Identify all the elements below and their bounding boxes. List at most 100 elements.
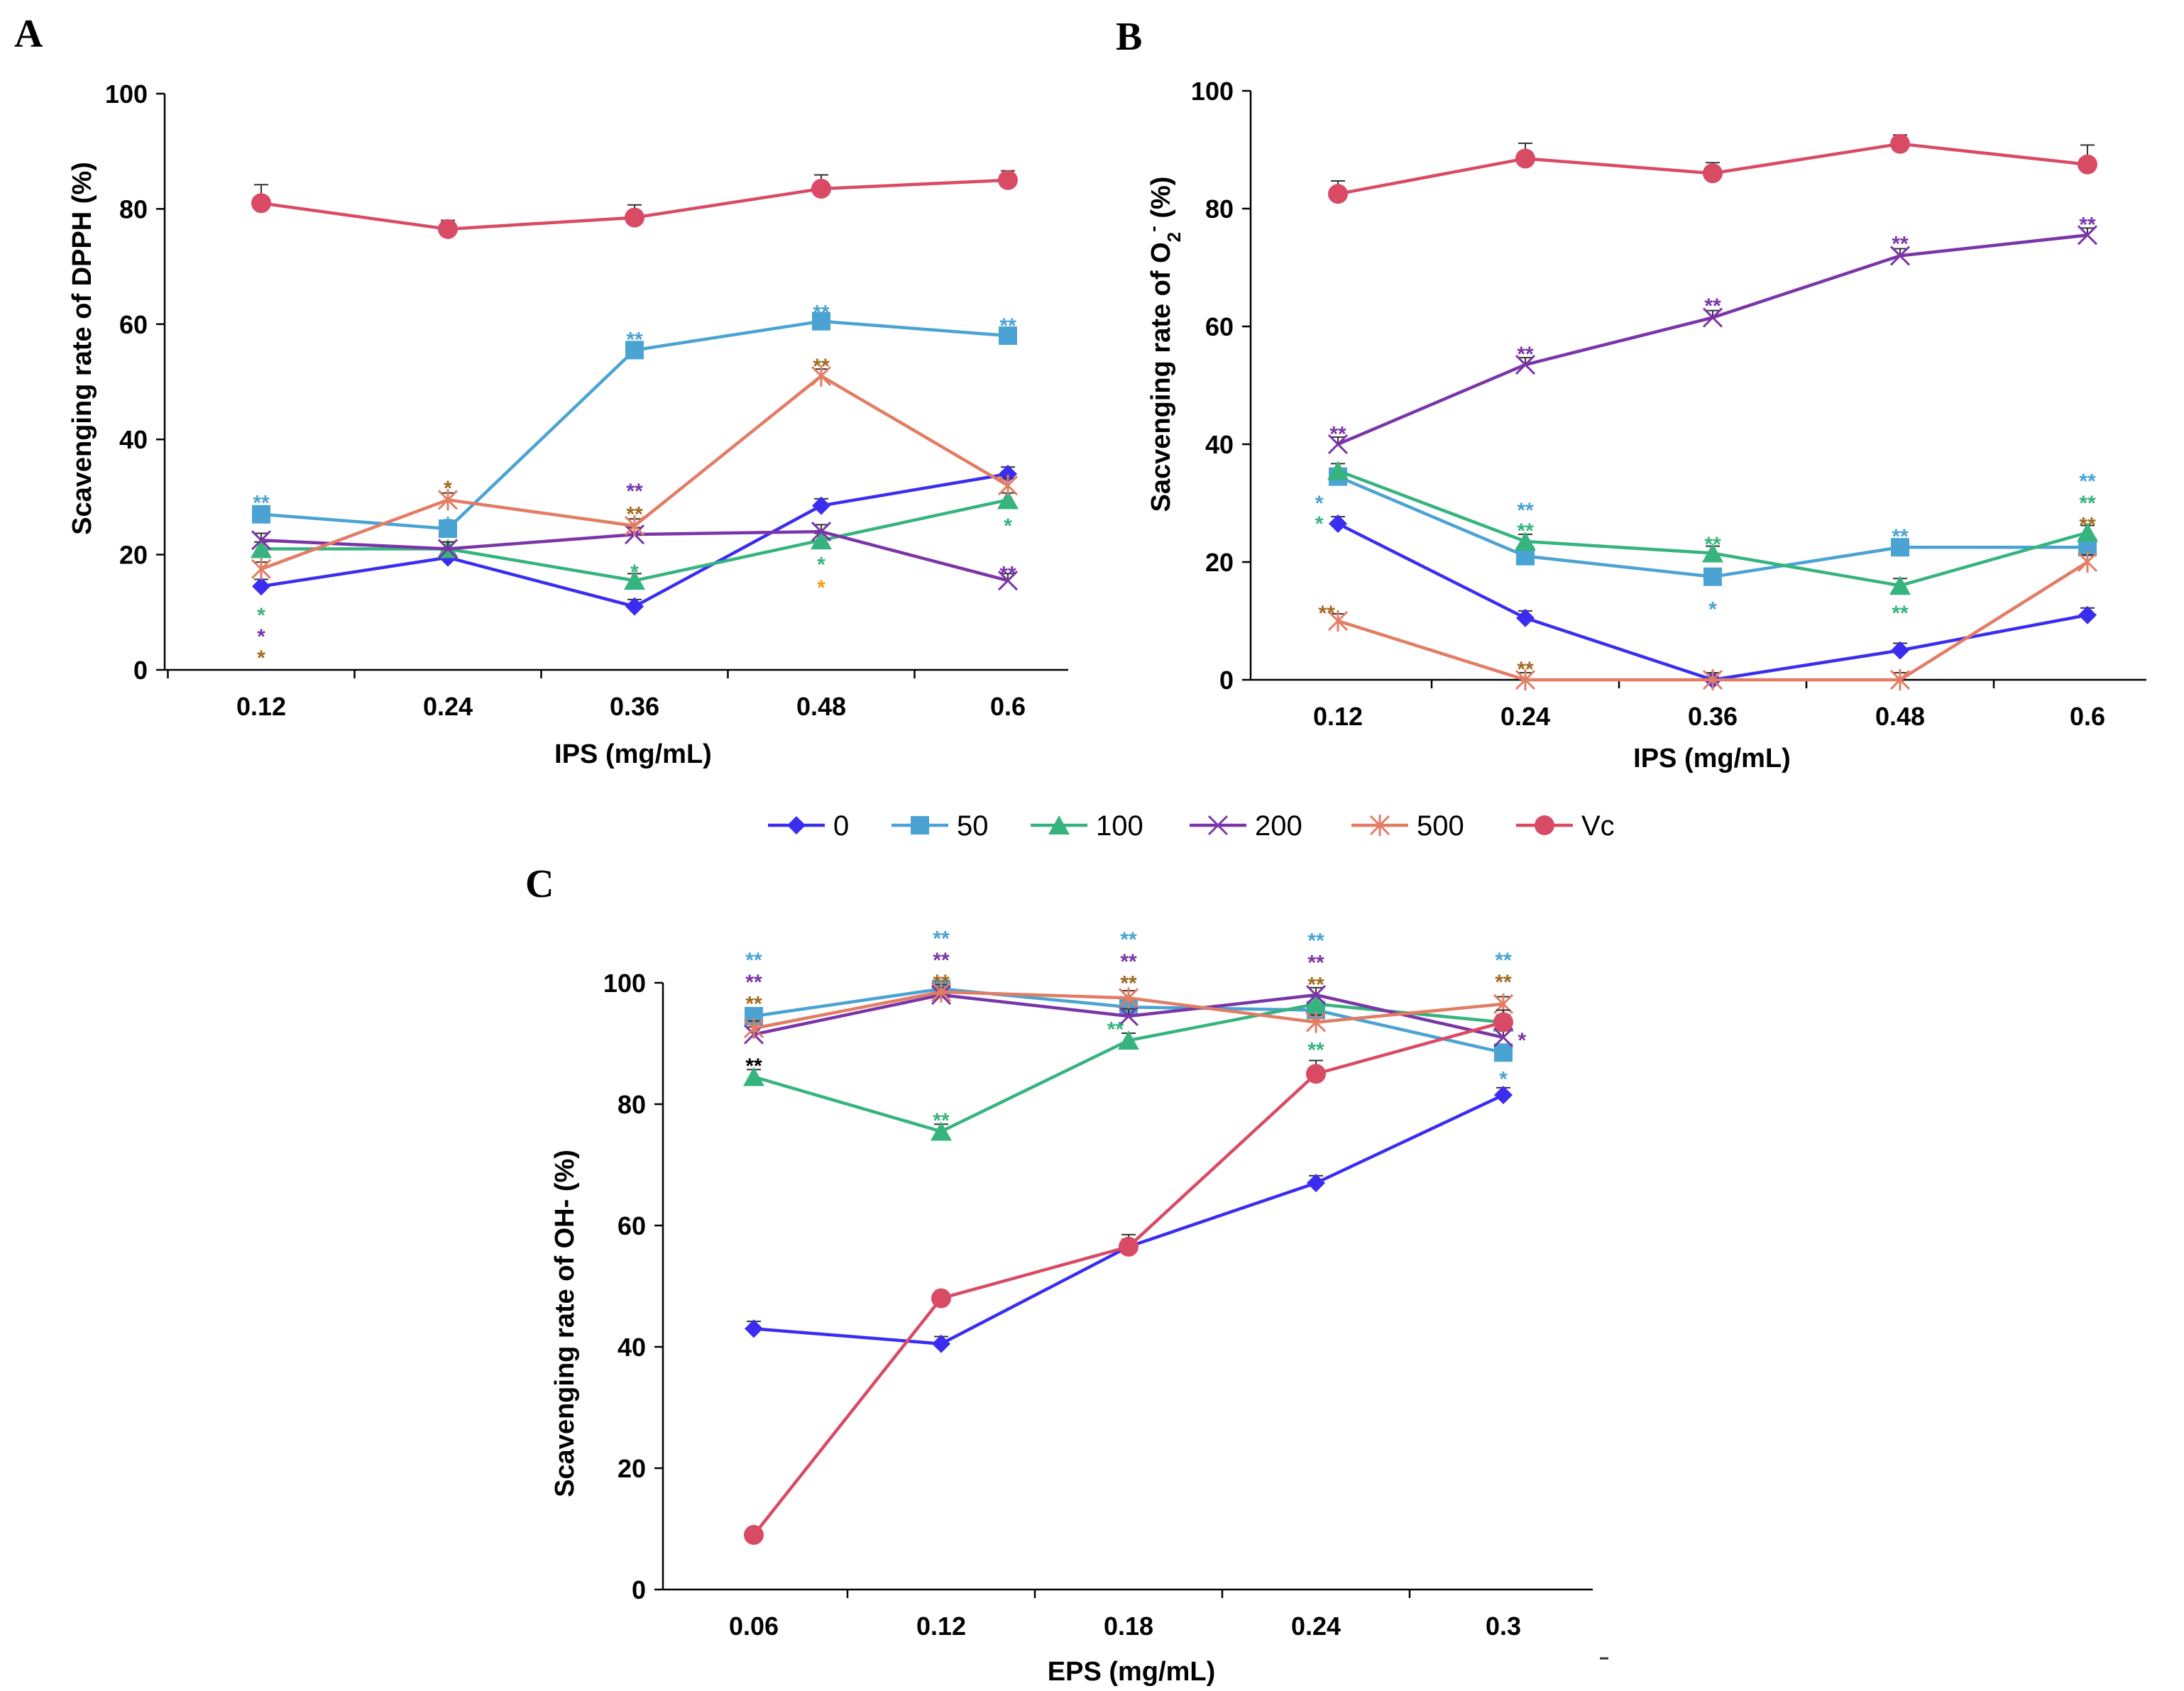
panel-c-significance-mark: **	[1307, 930, 1324, 953]
panel-a-significance-mark: *	[1004, 514, 1012, 538]
panel-a-data-point	[997, 475, 1019, 497]
panel-a-data-point	[624, 571, 645, 590]
panel-b-significance-mark: **	[1704, 533, 1721, 556]
panel-a-x-tick-label: 0.48	[796, 692, 846, 721]
panel-c-data-point	[1306, 1064, 1326, 1084]
panel-c-data-point	[1305, 985, 1327, 1006]
legend-label: 0	[833, 810, 849, 842]
panel-b-significance-mark: **	[1892, 602, 1909, 625]
panel-a-data-point	[998, 170, 1018, 190]
panel-b-data-point	[1702, 543, 1723, 563]
panel-a-y-tick-label: 80	[119, 194, 148, 224]
panel-c-significance-mark: *	[1518, 1029, 1527, 1052]
panel-letter-a: A	[14, 12, 43, 56]
panel-a-significance-mark: **	[253, 491, 270, 514]
panel-b-significance-mark: **	[1517, 499, 1534, 522]
legend: 0 50 100 200 500 Vc	[768, 810, 1615, 842]
legend-item-100: 100	[1031, 810, 1143, 842]
panel-c-significance-mark: **	[1120, 972, 1137, 996]
legend-item-200: 200	[1190, 810, 1302, 842]
panel-b-y-tick-label: 60	[1205, 312, 1234, 341]
panel-a-data-point	[438, 219, 458, 239]
panel-c-data-point	[1118, 1006, 1139, 1027]
panel-b-data-point	[1703, 567, 1722, 586]
panel-a-data-point	[811, 365, 832, 387]
panel-a-data-point	[811, 178, 831, 199]
panel-b-y-tick-label: 80	[1205, 194, 1234, 224]
panel-b-data-point	[1327, 434, 1349, 455]
panel-a-significance-mark: **	[813, 302, 830, 325]
panel-b-x-tick-label: 0.36	[1688, 702, 1738, 731]
panel-b-series-100	[1327, 461, 2098, 595]
panel-a-significance-mark: **	[626, 503, 643, 527]
legend-marker	[1535, 815, 1554, 835]
panel-a-data-point	[624, 515, 645, 536]
panel-c-significance-mark: *	[1499, 1068, 1508, 1091]
panel-b-significance-mark: **	[2079, 492, 2096, 515]
panel-a-y-tick-label: 20	[119, 541, 148, 570]
panel-c-series-200	[743, 985, 1514, 1048]
panel-a-data-point	[999, 326, 1017, 346]
panel-b-data-point	[1328, 184, 1348, 204]
panel-b-x-tick-label: 0.12	[1313, 702, 1363, 731]
panel-b-data-point	[2077, 225, 2098, 246]
panel-b-y-tick-label: 20	[1205, 548, 1234, 577]
panel-a-data-point	[437, 539, 459, 559]
panel-c-data-point	[745, 1319, 763, 1338]
panel-c-x-tick-label: 0.3	[1486, 1612, 1521, 1641]
panel-c-data-point	[1494, 1086, 1513, 1105]
panel-a-significance-mark: **	[626, 329, 643, 352]
panel-c-significance-mark: **	[933, 927, 950, 950]
panel-a-data-point	[252, 577, 270, 596]
legend-label: Vc	[1581, 810, 1615, 842]
panel-a-data-point	[251, 193, 271, 214]
panel-c-significance-mark: **	[745, 1054, 762, 1078]
panel-a-data-point	[439, 519, 457, 539]
panel-b-significance-mark: **	[1892, 233, 1909, 256]
panel-c-series-Vc	[744, 1009, 1513, 1546]
panel-a-significance-mark: **	[626, 480, 643, 503]
panel-c-data-point	[1305, 993, 1327, 1013]
panel-a-significance-mark: *	[257, 604, 265, 627]
panel-a-data-point	[625, 207, 644, 228]
panel-c-data-point	[932, 1334, 950, 1353]
panel-a-significance-mark: **	[813, 355, 830, 378]
panel-c-data-point	[931, 981, 952, 1003]
panel-a-data-point	[437, 489, 459, 511]
panel-c-significance-mark: **	[745, 971, 762, 994]
panel-c-significance-mark: **	[1307, 973, 1324, 996]
panel-b-data-point	[1327, 610, 1349, 632]
panel-c-significance-mark: **	[933, 971, 950, 994]
panel-b-significance-mark: **	[1517, 519, 1534, 543]
panel-b-significance-mark: **	[1704, 294, 1721, 318]
panel-c-significance-mark: **	[933, 1109, 950, 1133]
panel-a-significance-mark: *	[630, 561, 639, 584]
panel-b-data-point	[1515, 531, 1536, 551]
panel-c-significance-mark: **	[1495, 971, 1512, 994]
panel-b-significance-mark: *	[1315, 492, 1324, 515]
legend-item-0: 0	[768, 810, 849, 842]
panel-b-x-tick-label: 0.6	[2070, 702, 2105, 731]
panel-a-y-tick-label: 40	[119, 425, 148, 454]
panel-c-x-tick-label: 0.24	[1291, 1612, 1341, 1641]
panel-c-significance-mark: **	[745, 949, 762, 972]
panel-b-data-point	[1891, 538, 1909, 557]
panel-b-data-point	[1889, 669, 1911, 690]
panel-b-series-500	[1327, 551, 2098, 690]
panel-c-data-point	[931, 1288, 951, 1309]
panel-a-significance-mark: *	[817, 576, 825, 600]
panel-letter-c: C	[525, 862, 554, 906]
legend-marker	[1048, 815, 1070, 835]
panel-b-significance-mark: **	[1517, 343, 1534, 366]
panel-a-significance-mark: **	[999, 562, 1016, 585]
panel-b-data-point	[1703, 163, 1723, 184]
panel-c-y-tick-label: 20	[618, 1454, 646, 1483]
panel-b-x-axis-title: IPS (mg/mL)	[1633, 744, 1791, 773]
legend-marker	[1207, 815, 1229, 836]
panel-c-data-point	[1118, 987, 1139, 1009]
panel-a-data-point	[251, 558, 272, 580]
panel-a-significance-mark: *	[444, 513, 452, 536]
panel-a-data-point	[252, 505, 270, 524]
